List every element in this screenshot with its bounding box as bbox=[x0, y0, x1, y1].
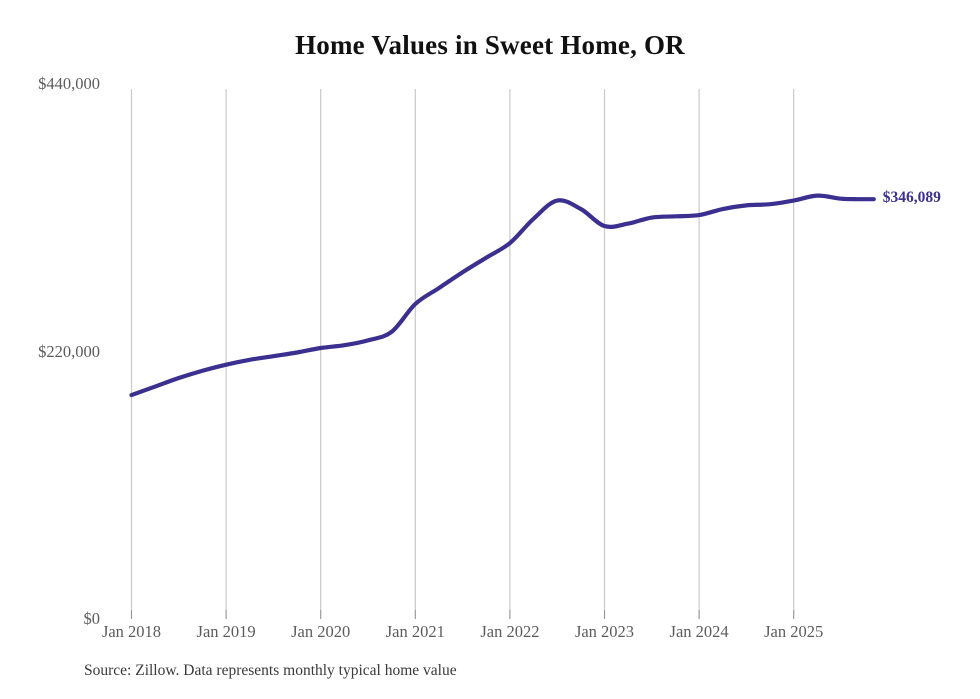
x-axis-tick-label: Jan 2025 bbox=[764, 622, 824, 641]
x-axis-tick-label: Jan 2022 bbox=[480, 622, 540, 641]
x-axis-tick-label: Jan 2023 bbox=[574, 622, 635, 641]
vertical-gridlines bbox=[130, 89, 795, 610]
x-axis-tick-label: Jan 2018 bbox=[101, 622, 162, 641]
page-title: Home Values in Sweet Home, OR bbox=[295, 30, 685, 60]
y-axis-tick-label: $220,000 bbox=[38, 341, 100, 361]
x-axis-tick-marks bbox=[130, 610, 795, 619]
source-note: Source: Zillow. Data represents monthly … bbox=[84, 662, 457, 679]
x-axis-tick-label: Jan 2024 bbox=[669, 622, 729, 641]
y-axis-tick-label: $440,000 bbox=[38, 74, 100, 93]
y-axis-tick-label: $0 bbox=[83, 609, 101, 628]
x-axis-tick-label: Jan 2019 bbox=[196, 622, 256, 641]
x-axis-tick-label: Jan 2021 bbox=[385, 622, 445, 641]
end-value-annotation: $346,089 bbox=[882, 189, 941, 207]
x-axis-tick-label: Jan 2020 bbox=[291, 622, 351, 641]
series-line-typical-home-value bbox=[129, 193, 859, 398]
